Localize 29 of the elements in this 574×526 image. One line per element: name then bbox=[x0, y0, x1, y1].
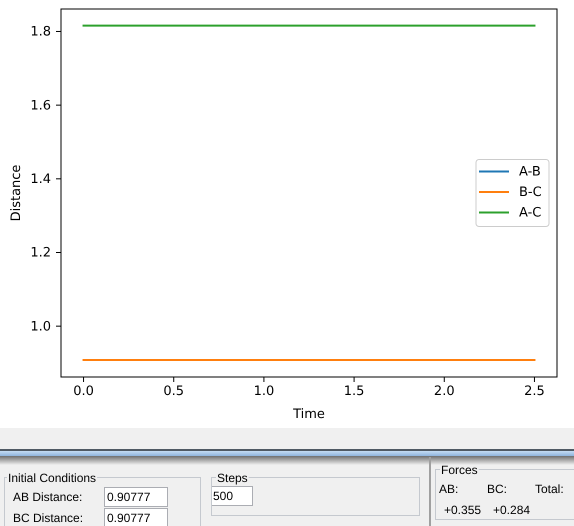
y-tick-label: 1.6 bbox=[30, 98, 51, 114]
text: 500 bbox=[213, 489, 234, 503]
y-tick-label: 1.0 bbox=[30, 319, 51, 334]
legend-label: A-C bbox=[519, 205, 542, 220]
text: Total: bbox=[535, 482, 564, 496]
y-tick-label: 1.2 bbox=[30, 246, 51, 261]
x-tick-label: 0.0 bbox=[73, 384, 94, 400]
text: +0.355 bbox=[444, 503, 482, 517]
text: Steps bbox=[217, 471, 248, 485]
text: AB: bbox=[439, 482, 458, 496]
x-tick-label: 2.0 bbox=[434, 384, 455, 400]
text: Initial Conditions bbox=[8, 471, 96, 485]
legend-label: A-B bbox=[519, 164, 541, 179]
text: +0.284 bbox=[493, 503, 530, 517]
x-tick-label: 1.5 bbox=[344, 384, 364, 400]
y-tick-label: 1.8 bbox=[30, 24, 51, 40]
text: 0.90777 bbox=[107, 511, 151, 525]
x-tick-label: 2.5 bbox=[524, 384, 545, 400]
text: Forces bbox=[441, 463, 478, 477]
text: BC Distance: bbox=[13, 511, 84, 525]
text: 0.90777 bbox=[107, 490, 151, 504]
y-tick-label: 1.4 bbox=[30, 172, 51, 187]
x-tick-label: 1.0 bbox=[254, 384, 274, 400]
x-tick-label: 0.5 bbox=[163, 384, 184, 400]
x-axis-title: Time bbox=[292, 407, 325, 422]
text: AB Distance: bbox=[13, 490, 82, 504]
text: BC: bbox=[487, 482, 508, 496]
y-axis-title: Distance bbox=[8, 164, 24, 222]
legend-label: B-C bbox=[519, 184, 542, 200]
